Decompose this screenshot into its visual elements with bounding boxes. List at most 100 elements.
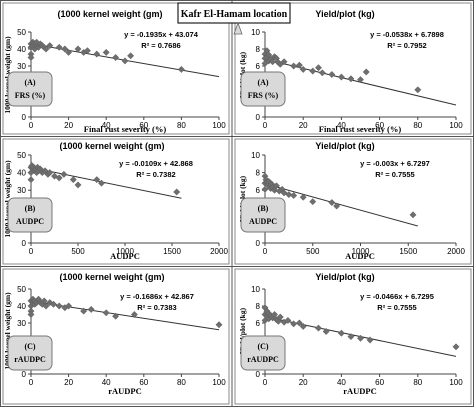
panel-label-box (7, 197, 53, 233)
location-arrow-icon (233, 21, 243, 35)
panel-border (234, 2, 472, 135)
data-point (102, 309, 110, 317)
data-point (40, 297, 48, 305)
x-tick-label: 0 (29, 121, 34, 130)
y-axis-label: 1000 kernel weight (gm) (3, 292, 12, 370)
data-point (280, 189, 288, 197)
data-point (93, 50, 101, 58)
y-tick-label: 40 (17, 45, 26, 54)
panel-label-box (7, 71, 53, 107)
x-axis-label: rAUDPC (343, 386, 377, 396)
y-axis-label: 1000 kernel weight (gm) (3, 160, 12, 238)
data-point (42, 302, 50, 310)
panel-variable: AUDPC (249, 217, 277, 226)
data-point (121, 57, 129, 65)
x-tick-label: 40 (102, 121, 111, 130)
regression-equation: y = -0.1935x + 43.074 (124, 30, 199, 39)
r-squared: R² = 0.7555 (375, 170, 414, 179)
trend-line (264, 183, 418, 227)
panel-label-box (240, 71, 286, 107)
data-point (295, 319, 303, 327)
data-point (285, 191, 293, 199)
chart-panel-kw_raudpc: 01020304050020406080100(1000 kernel weig… (2, 268, 230, 405)
panel-variable: rAUDPC (247, 355, 279, 364)
data-point (55, 174, 63, 182)
data-point (299, 193, 307, 201)
x-tick-label: 20 (299, 378, 308, 387)
data-point (309, 198, 317, 206)
data-point (357, 76, 364, 84)
x-tick-label: 100 (212, 121, 226, 130)
data-point (328, 199, 336, 207)
regression-equation: y = -0.0466x + 6.7295 (360, 292, 434, 301)
x-tick-label: 1500 (163, 247, 181, 256)
data-point (362, 68, 370, 76)
x-tick-label: 80 (177, 378, 186, 387)
x-tick-label: 500 (71, 247, 85, 256)
x-axis-label: Final rust severity (%) (84, 124, 167, 134)
data-point (83, 47, 91, 55)
data-point (102, 48, 110, 56)
data-point (65, 48, 73, 56)
x-tick-label: 0 (263, 378, 268, 387)
x-tick-label: 1500 (399, 247, 417, 256)
panel-border (2, 2, 230, 135)
data-point (299, 322, 307, 330)
x-axis-label: AUDPC (110, 251, 140, 261)
data-point (74, 45, 82, 53)
x-tick-label: 80 (413, 378, 422, 387)
y-tick-label: 6 (256, 319, 261, 328)
r-squared: R² = 0.7686 (141, 41, 180, 50)
r-squared: R² = 0.7383 (137, 303, 176, 312)
panel-letter: (C) (257, 342, 268, 351)
x-tick-label: 100 (212, 378, 226, 387)
chart-panel-yield_audpc: 02468100500100015002000Yield/plot (kg)AU… (234, 138, 472, 265)
y-axis-label: Yield/plot (kg) (238, 175, 247, 222)
y-tick-label: 6 (256, 62, 261, 71)
y-tick-label: 30 (17, 62, 26, 71)
data-point (409, 211, 417, 219)
data-point (261, 185, 269, 193)
x-tick-label: 100 (449, 121, 463, 130)
data-point (337, 329, 345, 337)
panel-variable: FRS (%) (248, 91, 279, 100)
x-tick-label: 60 (375, 121, 384, 130)
data-point (61, 45, 69, 53)
panel-variable: AUDPC (16, 217, 44, 226)
panel-letter: (C) (24, 342, 35, 351)
data-point (93, 176, 101, 184)
y-tick-label: 0 (22, 370, 27, 379)
data-point (46, 42, 54, 50)
panel-variable: rAUDPC (14, 355, 46, 364)
data-point (177, 65, 185, 73)
x-axis-label: Final rust severity (%) (319, 124, 402, 134)
data-point (290, 62, 298, 70)
panel-letter: (A) (24, 78, 35, 87)
chart-title: (1000 kernel weight (gm) (57, 9, 162, 19)
y-axis-label: Yield/plot (kg) (238, 307, 247, 354)
regression-equation: y = -0.0109x + 42.868 (119, 159, 193, 168)
data-point (347, 333, 355, 341)
data-point (74, 181, 82, 189)
panel-letter: (B) (258, 204, 269, 213)
data-point (98, 179, 105, 187)
data-point (314, 324, 322, 332)
chart-panel-yield_frs: 0246810020406080100Yield/plot (kg)Final … (234, 2, 472, 135)
data-point (322, 328, 330, 335)
y-tick-label: 50 (17, 28, 26, 37)
chart-title: Yield/plot (kg) (315, 9, 374, 19)
chart-title: Yield/plot (kg) (315, 141, 374, 151)
x-tick-label: 60 (139, 378, 148, 387)
regression-equation: y = -0.0538x + 6.7898 (370, 30, 444, 39)
data-point (309, 67, 317, 75)
x-tick-label: 40 (337, 121, 346, 130)
y-tick-label: 10 (251, 28, 260, 37)
y-tick-label: 10 (251, 151, 260, 160)
y-tick-label: 0 (22, 113, 27, 122)
regression-equation: y = -0.003x + 6.7297 (360, 159, 430, 168)
y-tick-label: 30 (17, 186, 26, 195)
location-title-box: Kafr El-Hamam location (177, 2, 291, 35)
x-tick-label: 80 (413, 121, 422, 130)
x-tick-label: 500 (306, 247, 320, 256)
data-point (27, 176, 35, 184)
